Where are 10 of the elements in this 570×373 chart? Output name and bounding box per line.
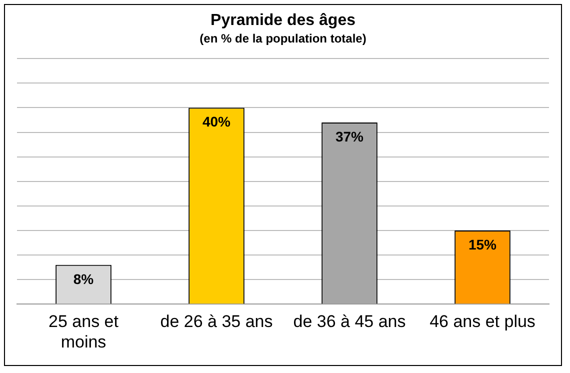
chart-subtitle: (en % de la population totale) xyxy=(200,32,366,46)
data-label: 15% xyxy=(468,236,498,252)
x-tick-label: de 36 à 45 ans xyxy=(293,312,406,332)
x-tick-label: 25 ans et moins xyxy=(48,312,119,352)
data-label: 8% xyxy=(73,270,94,287)
x-tick-label: 46 ans et plus xyxy=(430,312,536,332)
chart-title: Pyramide des âges xyxy=(210,12,356,30)
data-label: 37% xyxy=(335,128,364,144)
data-label: 40% xyxy=(202,114,232,130)
x-tick-label: de 26 à 35 ans xyxy=(160,312,273,332)
